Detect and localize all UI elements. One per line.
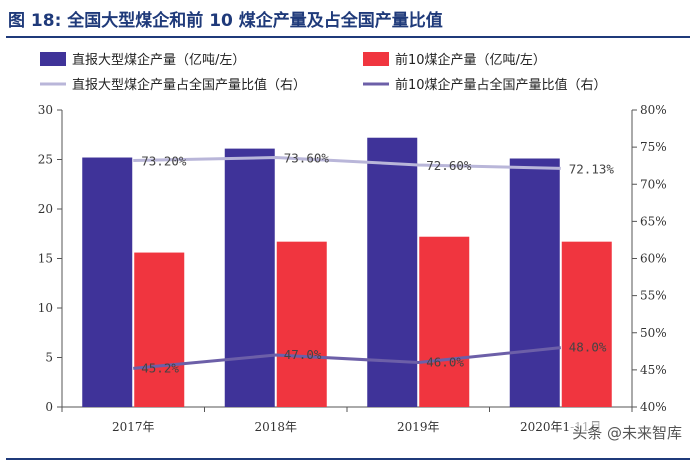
plot-area: 0 5 10 15 20 25 30 40% 45% 50% 55% 60% 65% 70% 75% 80% 2…	[38, 103, 667, 434]
left-tick-label: 5	[45, 351, 53, 365]
title-rule	[6, 36, 690, 38]
left-tick-label: 0	[45, 400, 53, 414]
legend-swatch-bar-1	[40, 52, 66, 66]
point-label-large-coal-share: 73.20%	[141, 153, 187, 168]
left-tick-label: 10	[38, 301, 53, 315]
figure-title: 图 18: 全国大型煤企和前 10 煤企产量及占全国产量比值	[8, 11, 443, 31]
line-top10-share	[133, 346, 561, 370]
left-tick-label: 15	[38, 252, 53, 266]
bar-large-coal	[509, 158, 560, 407]
point-label-top10-share: 45.2%	[141, 360, 179, 375]
bar-top10-coal	[561, 241, 612, 407]
bottom-rule	[6, 458, 690, 460]
line-large-coal-share	[133, 156, 561, 170]
right-tick-label: 65%	[640, 214, 667, 228]
bar-large-coal	[224, 148, 275, 408]
right-tick-label: 80%	[640, 103, 667, 117]
point-label-large-coal-share: 72.13%	[569, 161, 615, 176]
point-label-top10-share: 48.0%	[569, 340, 607, 355]
legend-label-2: 前10煤企产量（亿吨/左）	[395, 52, 546, 68]
legend-swatch-bar-2	[363, 52, 389, 66]
point-label-large-coal-share: 72.60%	[426, 158, 472, 173]
legend-label-4: 前10煤企产量占全国产量比值（右）	[395, 77, 607, 93]
right-tick-label: 50%	[640, 326, 667, 340]
x-tick-label: 2019年	[397, 420, 440, 434]
legend-label-1: 直报大型煤企产量（亿吨/左）	[72, 52, 245, 68]
watermark: 头条 @未来智库	[569, 422, 685, 443]
right-tick-label: 55%	[640, 289, 667, 303]
bar-top10-coal	[134, 252, 185, 407]
right-tick-label: 70%	[640, 177, 667, 191]
right-tick-label: 45%	[640, 363, 667, 377]
left-tick-label: 30	[38, 103, 53, 117]
left-tick-label: 20	[38, 202, 53, 216]
right-tick-label: 75%	[640, 140, 667, 154]
right-tick-label: 60%	[640, 252, 667, 266]
x-tick-label: 2018年	[254, 420, 297, 434]
legend-label-3: 直报大型煤企产量占全国产量比值（右）	[72, 77, 306, 93]
bar-large-coal	[82, 157, 133, 407]
point-label-large-coal-share: 73.60%	[284, 151, 330, 166]
bar-top10-coal	[419, 236, 470, 407]
point-label-top10-share: 47.0%	[284, 347, 322, 362]
point-label-top10-share: 46.0%	[426, 354, 464, 369]
legend: 直报大型煤企产量（亿吨/左） 前10煤企产量（亿吨/左） 直报大型煤企产量占全国…	[40, 52, 607, 93]
bar-large-coal	[367, 137, 418, 407]
right-tick-label: 40%	[640, 400, 667, 414]
x-tick-label: 2017年	[112, 420, 155, 434]
bar-top10-coal	[276, 241, 327, 407]
left-tick-label: 25	[38, 153, 53, 167]
